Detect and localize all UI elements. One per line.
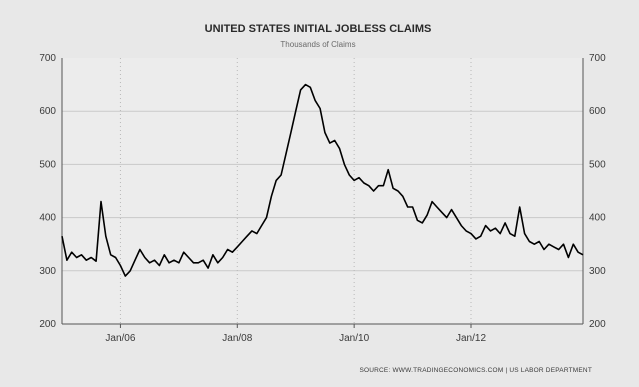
x-tick-label: Jan/06 <box>105 333 135 344</box>
y-axis-right-ticks: 200 300 400 500 600 700 <box>589 53 606 330</box>
axes <box>61 58 584 328</box>
chart-title: UNITED STATES INITIAL JOBLESS CLAIMS <box>205 23 432 35</box>
x-tick-label: Jan/10 <box>339 333 369 344</box>
source-note: SOURCE: WWW.TRADINGECONOMICS.COM | US LA… <box>359 367 592 374</box>
plot-area <box>62 58 583 324</box>
y-tick-label-left: 400 <box>39 213 56 224</box>
y-tick-label-right: 400 <box>589 213 606 224</box>
y-tick-label-right: 300 <box>589 266 606 277</box>
x-axis-ticks: Jan/06 Jan/08 Jan/10 Jan/12 <box>105 333 486 344</box>
grid-lines <box>62 58 583 324</box>
x-tick-label: Jan/08 <box>222 333 252 344</box>
y-tick-label-left: 300 <box>39 266 56 277</box>
x-tick-label: Jan/12 <box>456 333 486 344</box>
series-group <box>61 83 584 277</box>
y-tick-label-right: 500 <box>589 159 606 170</box>
y-tick-label-right: 700 <box>589 53 606 64</box>
chart-subtitle: Thousands of Claims <box>280 40 355 49</box>
y-tick-label-left: 500 <box>39 159 56 170</box>
y-tick-label-right: 600 <box>589 106 606 117</box>
y-tick-label-right: 200 <box>589 319 606 330</box>
y-tick-label-left: 200 <box>39 319 56 330</box>
y-tick-label-left: 700 <box>39 53 56 64</box>
series-line <box>61 83 584 277</box>
y-tick-label-left: 600 <box>39 106 56 117</box>
y-axis-left-ticks: 200 300 400 500 600 700 <box>39 53 56 330</box>
